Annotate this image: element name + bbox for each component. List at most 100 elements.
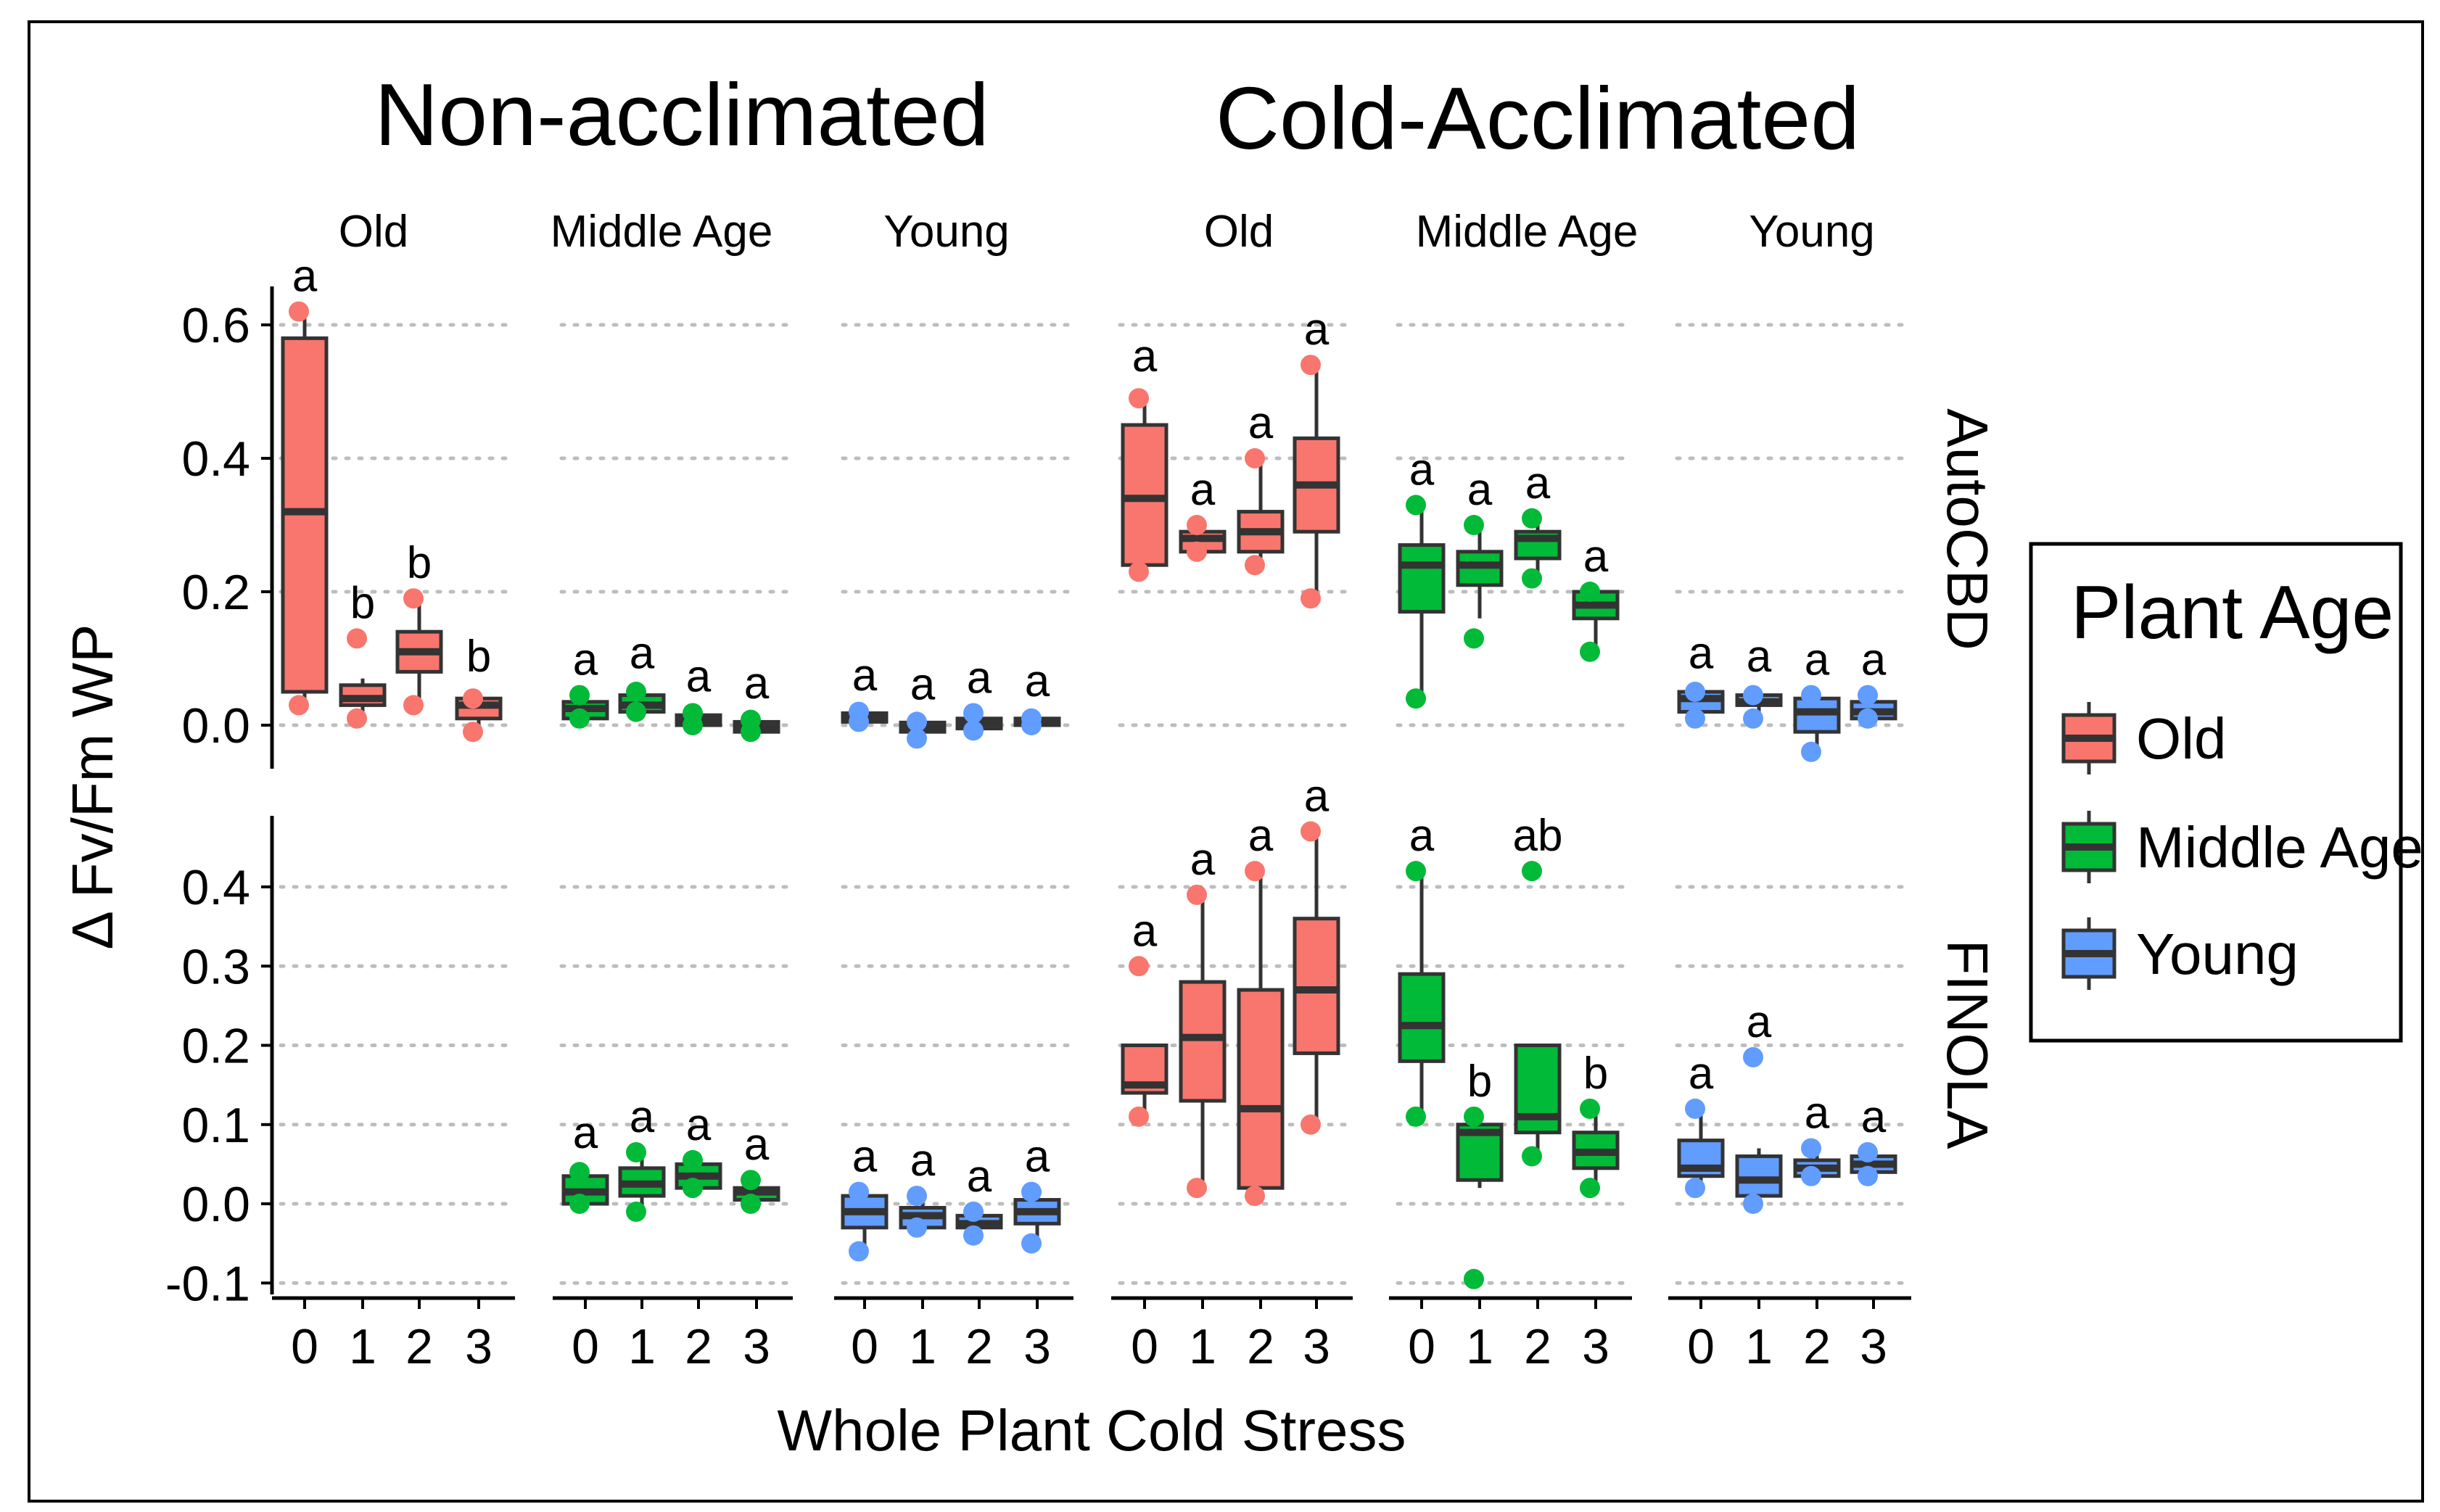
data-point bbox=[1406, 1106, 1426, 1127]
data-point bbox=[1245, 555, 1265, 576]
data-point bbox=[289, 695, 309, 716]
data-point bbox=[1743, 1194, 1763, 1214]
data-point bbox=[1522, 508, 1542, 529]
legend-item-label: Middle Age bbox=[2136, 815, 2423, 880]
data-point bbox=[907, 1186, 927, 1207]
data-point bbox=[1858, 708, 1878, 729]
y-tick-label: 0.2 bbox=[181, 565, 250, 620]
legend-item-label: Young bbox=[2136, 922, 2299, 986]
significance-letter: a bbox=[1190, 835, 1216, 885]
y-tick-label: 0.2 bbox=[181, 1019, 250, 1074]
data-point bbox=[347, 708, 367, 729]
data-point bbox=[907, 728, 927, 749]
data-point bbox=[1522, 1146, 1542, 1167]
x-tick-label: 1 bbox=[909, 1319, 936, 1374]
x-tick-label: 0 bbox=[1131, 1319, 1158, 1374]
significance-letter: a bbox=[630, 628, 655, 678]
data-point bbox=[1858, 685, 1878, 706]
legend: Plant Age Old Middle Age Young bbox=[2029, 542, 2423, 1043]
significance-letter: a bbox=[910, 1136, 936, 1186]
box bbox=[1237, 988, 1285, 1190]
y-axis-title: Δ Fv/Fm WP bbox=[60, 624, 125, 950]
significance-letter: a bbox=[1805, 1088, 1830, 1139]
group-title-right: Cold-Acclimated bbox=[1216, 69, 1860, 168]
x-tick-label: 2 bbox=[1803, 1319, 1831, 1374]
data-point bbox=[1801, 741, 1821, 762]
data-point bbox=[1406, 495, 1426, 516]
strip-label-6: Young bbox=[1749, 207, 1875, 257]
significance-letter: a bbox=[573, 635, 598, 685]
data-point bbox=[1580, 1178, 1600, 1199]
x-tick-label: 0 bbox=[1408, 1319, 1435, 1374]
significance-letter: ab bbox=[1513, 811, 1563, 861]
data-point bbox=[626, 682, 646, 702]
box bbox=[1398, 972, 1446, 1063]
y-tick-label: 0.1 bbox=[181, 1098, 250, 1153]
significance-letter: b bbox=[407, 538, 432, 588]
data-point bbox=[289, 301, 309, 322]
data-point bbox=[741, 1194, 761, 1214]
significance-letter: a bbox=[1861, 635, 1887, 685]
data-point bbox=[1685, 708, 1705, 729]
data-point bbox=[1743, 685, 1763, 706]
significance-letter: a bbox=[1689, 628, 1714, 678]
data-point bbox=[741, 1170, 761, 1191]
strip-label-3: Young bbox=[883, 207, 1010, 257]
x-tick-label: 0 bbox=[291, 1319, 318, 1374]
data-point bbox=[1522, 861, 1542, 882]
significance-letter: a bbox=[1861, 1092, 1887, 1142]
data-point bbox=[463, 688, 483, 709]
significance-letter: a bbox=[967, 1152, 992, 1202]
row-label-autocbd: AutoCBD bbox=[1935, 408, 2000, 650]
significance-letter: a bbox=[1248, 811, 1274, 861]
significance-letter: a bbox=[1805, 635, 1830, 685]
row-label-finola: FINOLA bbox=[1935, 940, 2000, 1150]
significance-letter: a bbox=[1747, 632, 1772, 682]
data-point bbox=[1522, 568, 1542, 589]
data-point bbox=[1129, 956, 1149, 977]
data-point bbox=[1187, 884, 1207, 905]
significance-letter: a bbox=[852, 650, 878, 701]
significance-letter: a bbox=[1467, 465, 1493, 515]
significance-letter: a bbox=[1132, 906, 1158, 956]
y-tick-label: 0.3 bbox=[181, 939, 250, 994]
data-point bbox=[569, 1162, 590, 1183]
box bbox=[1735, 1154, 1783, 1198]
data-point bbox=[626, 701, 646, 722]
significance-letter: a bbox=[1190, 465, 1216, 515]
data-point bbox=[1801, 685, 1821, 706]
data-point bbox=[1580, 641, 1600, 662]
significance-letter: a bbox=[967, 653, 992, 703]
data-point bbox=[463, 722, 483, 743]
data-point bbox=[403, 588, 424, 609]
significance-letter: a bbox=[292, 252, 318, 302]
group-title-left: Non-acclimated bbox=[374, 65, 989, 164]
x-tick-label: 1 bbox=[1189, 1319, 1216, 1374]
y-tick-label: 0.4 bbox=[181, 431, 250, 487]
significance-letter: a bbox=[1583, 532, 1609, 582]
x-tick-label: 2 bbox=[685, 1319, 712, 1374]
data-point bbox=[849, 1181, 869, 1202]
y-tick-label: -0.1 bbox=[165, 1256, 250, 1311]
x-tick-label: 0 bbox=[851, 1319, 878, 1374]
significance-letter: a bbox=[1409, 445, 1435, 495]
figure-frame bbox=[28, 20, 2424, 1503]
box bbox=[1179, 980, 1227, 1103]
data-point bbox=[1580, 1098, 1600, 1119]
x-tick-label: 1 bbox=[1745, 1319, 1773, 1374]
x-axis-title: Whole Plant Cold Stress bbox=[777, 1398, 1406, 1463]
data-point bbox=[963, 703, 984, 724]
data-point bbox=[683, 715, 703, 735]
x-tick-label: 3 bbox=[1303, 1319, 1330, 1374]
data-point bbox=[963, 720, 984, 741]
significance-letter: a bbox=[744, 1120, 770, 1170]
x-tick-label: 3 bbox=[465, 1319, 492, 1374]
box bbox=[1293, 917, 1340, 1055]
significance-letter: a bbox=[630, 1092, 655, 1142]
significance-letter: b bbox=[1467, 1057, 1492, 1107]
x-tick-label: 2 bbox=[965, 1319, 993, 1374]
data-point bbox=[741, 722, 761, 743]
x-tick-label: 2 bbox=[1247, 1319, 1274, 1374]
data-point bbox=[569, 708, 590, 729]
